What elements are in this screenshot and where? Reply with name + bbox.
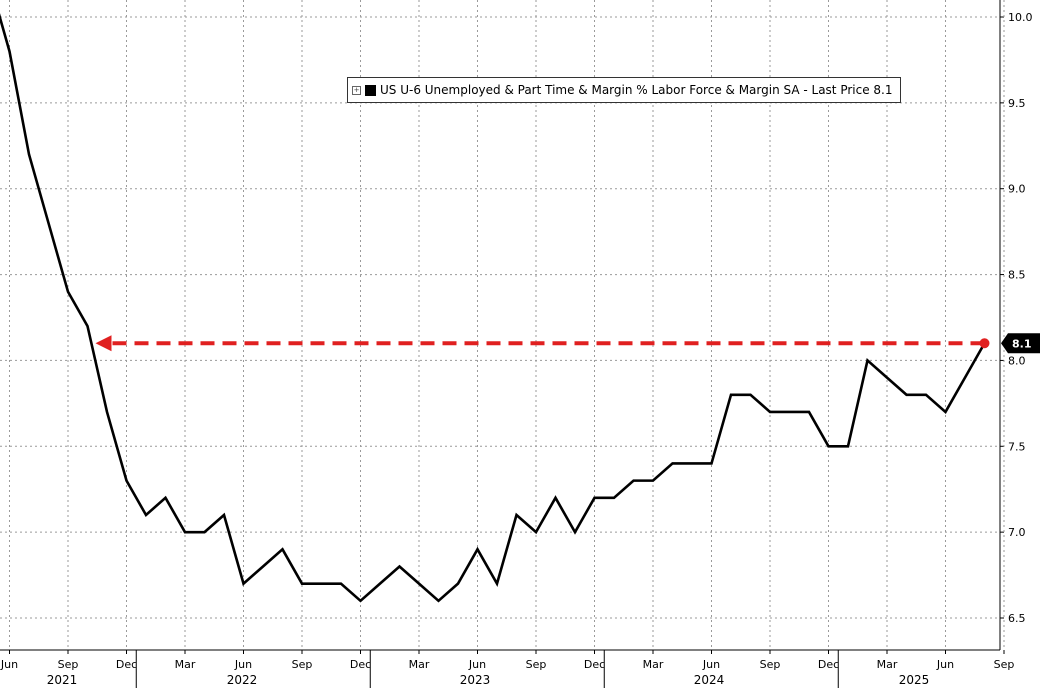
x-tick-label: Sep (994, 658, 1015, 671)
x-tick-label: Jun (702, 658, 720, 671)
x-tick-label: Mar (877, 658, 898, 671)
x-tick-label: Sep (526, 658, 547, 671)
legend-swatch (365, 84, 376, 96)
annotation-arrowhead (95, 335, 112, 352)
last-value-label: 8.1 (1012, 337, 1032, 350)
y-tick-label: 8.0 (1008, 354, 1026, 367)
annotation-endpoint (979, 338, 990, 349)
x-tick-label: Dec (584, 658, 605, 671)
y-tick-label: 9.0 (1008, 183, 1026, 196)
y-tick-label: 9.5 (1008, 97, 1026, 110)
x-tick-label: Mar (175, 658, 196, 671)
x-tick-label: Dec (350, 658, 371, 671)
x-tick-label: Dec (116, 658, 137, 671)
year-label: 2023 (460, 673, 491, 687)
y-tick-label: 8.5 (1008, 269, 1026, 282)
legend[interactable]: + US U-6 Unemployed & Part Time & Margin… (347, 77, 902, 103)
x-tick-label: Jun (234, 658, 252, 671)
y-tick-label: 6.5 (1008, 612, 1026, 625)
x-tick-label: Sep (760, 658, 781, 671)
year-label: 2025 (899, 673, 930, 687)
x-tick-label: Dec (818, 658, 839, 671)
x-tick-label: Mar (409, 658, 430, 671)
legend-expand-icon[interactable]: + (352, 85, 361, 95)
year-label: 2022 (227, 673, 258, 687)
x-tick-label: Sep (58, 658, 79, 671)
y-tick-label: 7.0 (1008, 526, 1026, 539)
year-label: 2021 (47, 673, 78, 687)
last-value-badge-bg (1001, 333, 1040, 354)
year-label: 2024 (694, 673, 725, 687)
series-line (0, 13, 986, 603)
legend-label: US U-6 Unemployed & Part Time & Margin %… (380, 83, 893, 97)
x-tick-label: Mar (643, 658, 664, 671)
y-tick-label: 7.5 (1008, 440, 1026, 453)
x-tick-label: Jun (468, 658, 486, 671)
x-tick-label: Sep (292, 658, 313, 671)
x-tick-label: Jun (0, 658, 18, 671)
x-tick-label: Jun (936, 658, 954, 671)
y-tick-label: 10.0 (1008, 11, 1033, 24)
last-value-badge: 8.1 (1001, 333, 1040, 354)
